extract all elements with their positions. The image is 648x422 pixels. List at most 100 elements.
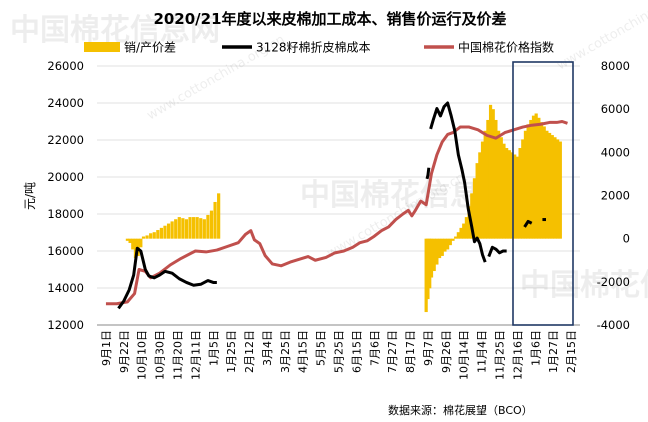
spread-bar bbox=[531, 115, 536, 239]
x-tick-label: 10月30日 bbox=[154, 330, 167, 380]
right-tick-label: 6000 bbox=[601, 102, 630, 116]
spread-bar bbox=[426, 238, 430, 300]
left-tick-label: 16000 bbox=[47, 244, 84, 258]
left-axis-ticks: 12000 14000 16000 18000 20000 22000 24000 26000 bbox=[47, 59, 84, 332]
right-tick-label: -2000 bbox=[597, 275, 630, 289]
left-tick-label: 22000 bbox=[47, 133, 84, 147]
cost-line-segment bbox=[523, 219, 533, 228]
spread-bar bbox=[424, 238, 428, 313]
spread-bar bbox=[467, 206, 471, 239]
spread-bar bbox=[515, 156, 519, 239]
spread-bar bbox=[159, 227, 163, 239]
x-tick-label: 9月7日 bbox=[422, 330, 435, 366]
spread-bar bbox=[437, 238, 442, 259]
spread-bar bbox=[462, 223, 466, 239]
x-axis-ticks: 9月1日 9月22日 10月10日 10月30日 11月20日 12月11日 1月5日 1月2… bbox=[100, 330, 578, 380]
spread-bar bbox=[145, 235, 149, 239]
spread-bar bbox=[547, 132, 552, 239]
spread-bar bbox=[199, 218, 203, 239]
spread-bar bbox=[432, 238, 436, 272]
spread-bar bbox=[486, 119, 490, 239]
x-tick-label: 8月17日 bbox=[404, 330, 417, 373]
x-tick-label: 7月6日 bbox=[368, 330, 381, 366]
x-tick-label: 2月15日 bbox=[565, 330, 578, 373]
x-tick-label: 3月4日 bbox=[261, 330, 274, 366]
x-tick-label: 9月1日 bbox=[100, 330, 113, 366]
spread-bar bbox=[181, 218, 185, 239]
spread-bar bbox=[139, 238, 143, 248]
highlight-box bbox=[512, 61, 574, 326]
spread-bar bbox=[523, 130, 528, 239]
spread-bar bbox=[454, 236, 458, 239]
spread-bar bbox=[529, 119, 533, 239]
left-tick-label: 12000 bbox=[47, 318, 84, 332]
spread-bar bbox=[556, 139, 560, 239]
x-tick-label: 1月27日 bbox=[547, 330, 560, 373]
spread-bar bbox=[499, 137, 503, 239]
chart-title: 2020/21年度以来皮棉加工成本、销售价运行及价差 bbox=[153, 10, 506, 28]
spread-bar bbox=[459, 227, 463, 239]
spread-bar bbox=[451, 238, 455, 241]
right-tick-label: 0 bbox=[623, 232, 630, 246]
cost-line-segment bbox=[429, 101, 487, 263]
x-tick-label: 9月26日 bbox=[440, 330, 453, 373]
spread-bar bbox=[483, 130, 487, 239]
x-tick-label: 6月15日 bbox=[350, 330, 363, 373]
x-tick-label: 1月5日 bbox=[207, 330, 220, 366]
spread-bar bbox=[550, 135, 554, 239]
spread-bar bbox=[534, 113, 538, 239]
x-tick-label: 11月25日 bbox=[494, 330, 507, 380]
y-axis-label: 元/吨 bbox=[23, 182, 37, 210]
spread-bar bbox=[128, 238, 132, 243]
spread-bar bbox=[202, 219, 206, 239]
x-tick-label: 12月16日 bbox=[511, 330, 524, 380]
spread-bar bbox=[507, 150, 511, 239]
spread-bar bbox=[488, 104, 493, 239]
spread-bar bbox=[446, 238, 450, 250]
spread-bar bbox=[152, 232, 156, 239]
spread-bars bbox=[125, 104, 562, 313]
spread-bar bbox=[170, 221, 174, 239]
legend: 销/产价差 3128籽棉折皮棉成本 中国棉花价格指数 bbox=[84, 40, 554, 55]
left-tick-label: 18000 bbox=[47, 207, 84, 221]
cost-line-segment bbox=[117, 246, 217, 310]
spread-bar bbox=[217, 193, 221, 239]
spread-bar bbox=[166, 223, 171, 239]
x-tick-label: 11月20日 bbox=[172, 330, 185, 380]
spread-bar bbox=[213, 201, 217, 239]
spread-bar bbox=[513, 154, 517, 239]
spread-bar bbox=[206, 214, 210, 239]
x-tick-label: 5月5日 bbox=[315, 330, 328, 366]
x-tick-label: 1月6日 bbox=[529, 330, 542, 366]
spread-bar bbox=[125, 238, 130, 241]
left-tick-label: 14000 bbox=[47, 281, 84, 295]
spread-bar bbox=[502, 143, 506, 239]
spread-bar bbox=[428, 238, 432, 289]
spread-bar bbox=[526, 124, 530, 239]
spread-bar bbox=[163, 225, 167, 239]
spread-bar bbox=[188, 217, 192, 239]
spread-bar bbox=[435, 238, 439, 265]
x-tick-label: 12月11日 bbox=[189, 330, 202, 380]
spread-bar bbox=[456, 232, 460, 239]
spread-bar bbox=[539, 122, 544, 239]
spread-bar bbox=[149, 233, 153, 239]
spread-bar bbox=[133, 238, 138, 259]
cost-line-segment bbox=[487, 245, 507, 258]
cost-line-segment bbox=[425, 167, 431, 180]
spread-bar bbox=[553, 137, 557, 239]
spread-bar bbox=[429, 238, 434, 278]
legend-label: 中国棉花价格指数 bbox=[458, 40, 554, 55]
legend-label: 3128籽棉折皮棉成本 bbox=[256, 40, 371, 55]
right-tick-label: 2000 bbox=[601, 189, 630, 203]
spread-bar bbox=[542, 126, 546, 239]
x-tick-label: 3月25日 bbox=[279, 330, 292, 373]
spread-bar bbox=[472, 178, 477, 239]
spread-bar bbox=[521, 139, 525, 239]
right-axis-ticks: -4000 -2000 0 2000 4000 6000 8000 bbox=[597, 59, 630, 332]
spread-bar bbox=[443, 238, 447, 252]
right-tick-label: -4000 bbox=[597, 318, 630, 332]
price-index-line bbox=[105, 120, 568, 306]
source-note: 数据来源：棉花展望（BCO） bbox=[388, 403, 533, 417]
watermark-logo-text: 中国棉花信息网 bbox=[520, 268, 648, 303]
